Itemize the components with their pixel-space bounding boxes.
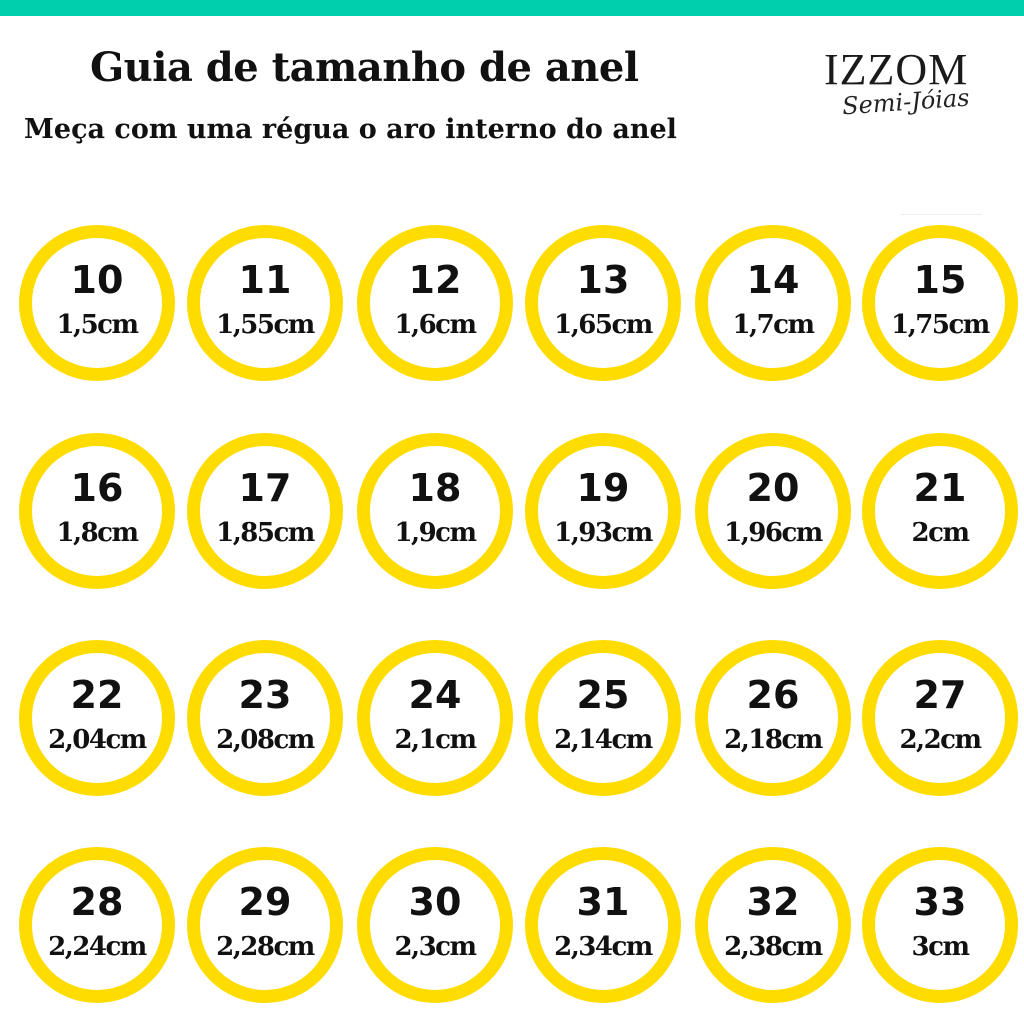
ring-size-32: 32 2,38cm: [695, 847, 851, 1003]
ring-size-30: 30 2,3cm: [357, 847, 513, 1003]
ring-diameter: 2,08cm: [216, 725, 315, 755]
logo-brand-name: IZZOM: [824, 45, 969, 94]
ring-size-33: 33 3cm: [862, 847, 1018, 1003]
ring-number: 11: [238, 258, 292, 302]
ring-number: 15: [913, 258, 967, 302]
ring-diameter: 1,5cm: [56, 310, 139, 340]
ring-size-17: 17 1,85cm: [187, 433, 343, 589]
ring-number: 33: [913, 880, 967, 924]
ring-size-25: 25 2,14cm: [525, 640, 681, 796]
ring-size-18: 18 1,9cm: [357, 433, 513, 589]
ring-number: 26: [746, 673, 800, 717]
ring-size-24: 24 2,1cm: [357, 640, 513, 796]
page-title: Guia de tamanho de anel: [90, 44, 639, 91]
ring-diameter: 1,6cm: [394, 310, 477, 340]
ring-size-12: 12 1,6cm: [357, 225, 513, 381]
ring-size-27: 27 2,2cm: [862, 640, 1018, 796]
ring-number: 25: [576, 673, 630, 717]
brand-logo: IZZOM Semi-Jóias: [820, 44, 1000, 134]
ring-number: 14: [746, 258, 800, 302]
ring-number: 23: [238, 673, 292, 717]
ring-diameter: 2,24cm: [48, 932, 147, 962]
ring-size-15: 15 1,75cm: [862, 225, 1018, 381]
ring-number: 13: [576, 258, 630, 302]
page-subtitle: Meça com uma régua o aro interno do anel: [24, 114, 677, 145]
ring-number: 27: [913, 673, 967, 717]
ring-number: 31: [576, 880, 630, 924]
ring-size-31: 31 2,34cm: [525, 847, 681, 1003]
ring-number: 22: [70, 673, 124, 717]
ring-number: 32: [746, 880, 800, 924]
ring-diameter: 2,34cm: [554, 932, 653, 962]
ring-number: 30: [408, 880, 462, 924]
ring-diameter: 2,04cm: [48, 725, 147, 755]
ring-size-16: 16 1,8cm: [19, 433, 175, 589]
ring-number: 29: [238, 880, 292, 924]
ring-size-28: 28 2,24cm: [19, 847, 175, 1003]
ring-number: 10: [70, 258, 124, 302]
ring-size-13: 13 1,65cm: [525, 225, 681, 381]
ring-size-21: 21 2cm: [862, 433, 1018, 589]
ring-diameter: 1,96cm: [724, 518, 823, 548]
ring-diameter: 2,1cm: [394, 725, 477, 755]
divider: [900, 214, 982, 215]
top-accent-bar: [0, 0, 1024, 16]
ring-diameter: 2,18cm: [724, 725, 823, 755]
ring-size-19: 19 1,93cm: [525, 433, 681, 589]
ring-diameter: 1,75cm: [891, 310, 990, 340]
ring-diameter: 1,93cm: [554, 518, 653, 548]
ring-number: 28: [70, 880, 124, 924]
ring-size-10: 10 1,5cm: [19, 225, 175, 381]
ring-diameter: 2,28cm: [216, 932, 315, 962]
ring-diameter: 1,85cm: [216, 518, 315, 548]
ring-size-26: 26 2,18cm: [695, 640, 851, 796]
ring-number: 21: [913, 466, 967, 510]
ring-size-14: 14 1,7cm: [695, 225, 851, 381]
ring-diameter: 2,38cm: [724, 932, 823, 962]
ring-number: 20: [746, 466, 800, 510]
ring-number: 19: [576, 466, 630, 510]
ring-diameter: 1,7cm: [732, 310, 815, 340]
ring-number: 16: [70, 466, 124, 510]
ring-diameter: 2cm: [911, 518, 970, 548]
ring-diameter: 1,8cm: [56, 518, 139, 548]
ring-number: 18: [408, 466, 462, 510]
ring-diameter: 1,9cm: [394, 518, 477, 548]
ring-size-22: 22 2,04cm: [19, 640, 175, 796]
ring-number: 12: [408, 258, 462, 302]
ring-size-23: 23 2,08cm: [187, 640, 343, 796]
ring-diameter: 1,55cm: [216, 310, 315, 340]
ring-size-29: 29 2,28cm: [187, 847, 343, 1003]
ring-diameter: 2,3cm: [394, 932, 477, 962]
ring-size-20: 20 1,96cm: [695, 433, 851, 589]
ring-diameter: 2,2cm: [899, 725, 982, 755]
ring-diameter: 3cm: [911, 932, 970, 962]
ring-number: 24: [408, 673, 462, 717]
ring-diameter: 2,14cm: [554, 725, 653, 755]
ring-diameter: 1,65cm: [554, 310, 653, 340]
ring-number: 17: [238, 466, 292, 510]
ring-size-11: 11 1,55cm: [187, 225, 343, 381]
